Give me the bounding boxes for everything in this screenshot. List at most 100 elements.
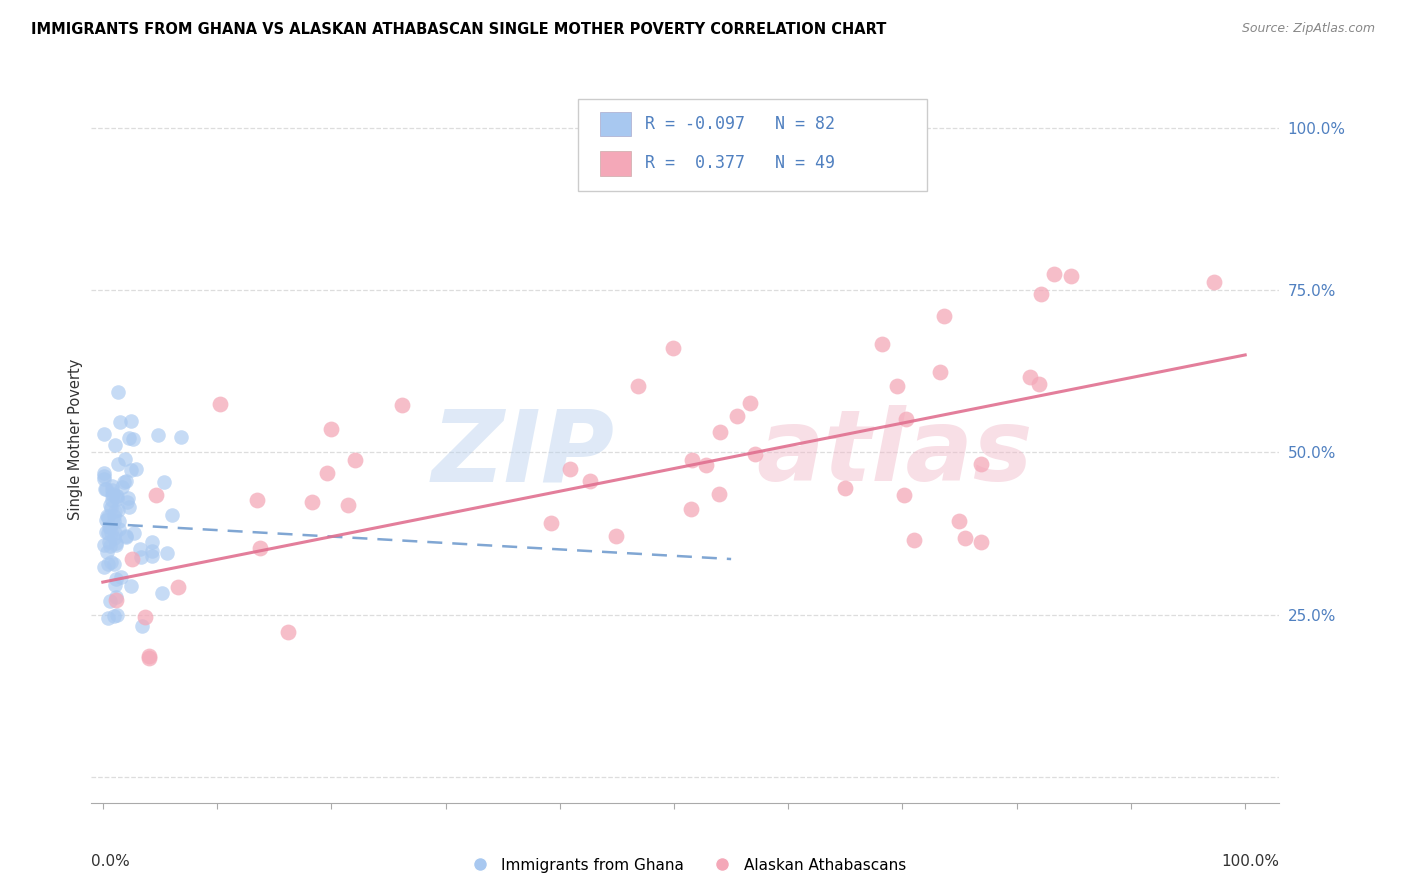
Point [141,544,163,558]
Point [93,472,115,486]
Point [101,487,124,501]
Point [98,520,121,534]
Text: 100.0%: 100.0% [1222,854,1279,869]
Point [105,538,128,552]
Point [948,514,970,528]
Point [153,475,176,489]
Point [111,480,134,494]
Point [105,489,128,503]
Point [1018,370,1040,384]
Point [121,552,143,566]
Point [114,529,136,543]
Point [100,539,122,553]
Point [627,378,650,392]
Point [1202,276,1225,290]
Point [97,610,120,624]
Text: IMMIGRANTS FROM GHANA VS ALASKAN ATHABASCAN SINGLE MOTHER POVERTY CORRELATION CH: IMMIGRANTS FROM GHANA VS ALASKAN ATHABAS… [31,22,886,37]
Point [1029,286,1052,301]
Point [167,580,190,594]
Point [744,447,766,461]
Point [104,593,127,607]
Point [170,430,193,444]
Point [105,608,128,623]
Point [104,525,127,540]
Point [834,481,856,495]
Point [93,560,115,574]
Point [97,510,120,524]
Point [103,608,125,623]
Point [120,579,142,593]
Point [391,398,413,412]
Point [122,526,145,541]
Point [156,546,179,560]
Point [208,397,231,411]
Point [903,533,925,547]
Point [160,508,183,522]
Point [138,649,160,664]
Point [134,609,156,624]
Point [129,542,152,557]
Text: atlas: atlas [756,405,1033,502]
Point [679,502,702,516]
Point [94,512,117,526]
Point [100,525,122,540]
Point [1043,267,1066,281]
Point [122,432,145,446]
Point [97,526,120,541]
Point [103,532,125,546]
Point [104,572,127,586]
Point [953,531,976,545]
Point [970,535,993,549]
Point [928,365,950,379]
Point [1060,269,1083,284]
Point [301,495,323,509]
Point [146,427,169,442]
Point [129,550,152,565]
Point [579,475,602,489]
Text: 0.0%: 0.0% [91,854,131,869]
Point [118,500,141,515]
Point [894,411,917,425]
Text: R =  0.377   N = 49: R = 0.377 N = 49 [645,154,835,172]
Point [886,378,908,392]
Point [107,522,129,536]
Point [107,503,129,517]
Y-axis label: Single Mother Poverty: Single Mother Poverty [67,359,83,520]
Point [93,538,115,552]
Point [93,467,115,481]
Point [681,453,703,467]
Point [100,493,122,508]
Point [110,569,132,583]
Point [558,462,581,476]
Point [118,431,141,445]
Point [101,488,124,502]
Point [337,499,360,513]
Point [103,508,125,523]
Point [104,489,127,503]
Text: R = -0.097   N = 82: R = -0.097 N = 82 [645,115,835,133]
Point [105,491,128,506]
Point [246,492,269,507]
Point [893,488,915,502]
Point [94,482,117,496]
Point [540,516,562,530]
Point [100,555,122,569]
Point [141,549,163,563]
Point [96,545,118,559]
Point [709,425,731,439]
Point [605,529,627,543]
Point [101,483,124,497]
Point [108,514,131,528]
Point [115,475,138,489]
Point [725,409,748,423]
Point [93,426,115,441]
Point [101,478,124,492]
Text: Source: ZipAtlas.com: Source: ZipAtlas.com [1241,22,1375,36]
Point [315,467,337,481]
Point [104,438,127,452]
Point [131,619,153,633]
Point [94,483,117,497]
Point [104,578,127,592]
Point [104,536,127,550]
Point [249,541,271,556]
